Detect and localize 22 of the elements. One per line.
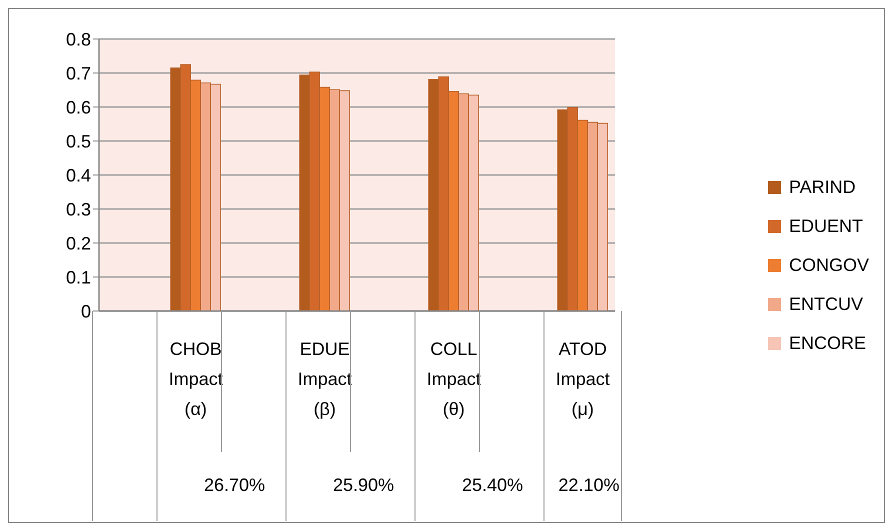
text: 26.70% — [204, 475, 266, 495]
y-tick-label: 0.4 — [66, 165, 91, 186]
y-tick-label: 0.6 — [66, 97, 91, 118]
y-tick-label: 0.1 — [66, 267, 91, 288]
x-tick-label: COLL Impact (θ) — [426, 339, 481, 419]
y-tick-label: 0.8 — [66, 29, 91, 50]
y-tick-label: 0.7 — [66, 63, 91, 84]
legend-label: ENTCUV — [788, 294, 863, 314]
legend-label: CONGOV — [788, 254, 869, 276]
text: 25.40% — [462, 475, 524, 495]
text: 22.10% — [558, 475, 620, 495]
y-tick-label: 0.3 — [66, 199, 91, 220]
x-tick-label: EDUE Impact (β) — [298, 339, 352, 419]
legend-label: PARIND — [788, 176, 856, 198]
y-tick-label: 0.2 — [66, 233, 91, 254]
y-tick-label: 0 — [80, 301, 91, 322]
legend-label: ENCORE — [788, 332, 866, 354]
y-tick-label: 0.5 — [66, 131, 91, 152]
text: 25.90% — [332, 475, 394, 495]
x-tick-label: CHOB Impact (α) — [168, 339, 223, 419]
legend-label: EDUENT — [788, 216, 863, 236]
x-tick-label: ATOD Impact (μ) — [556, 339, 610, 419]
